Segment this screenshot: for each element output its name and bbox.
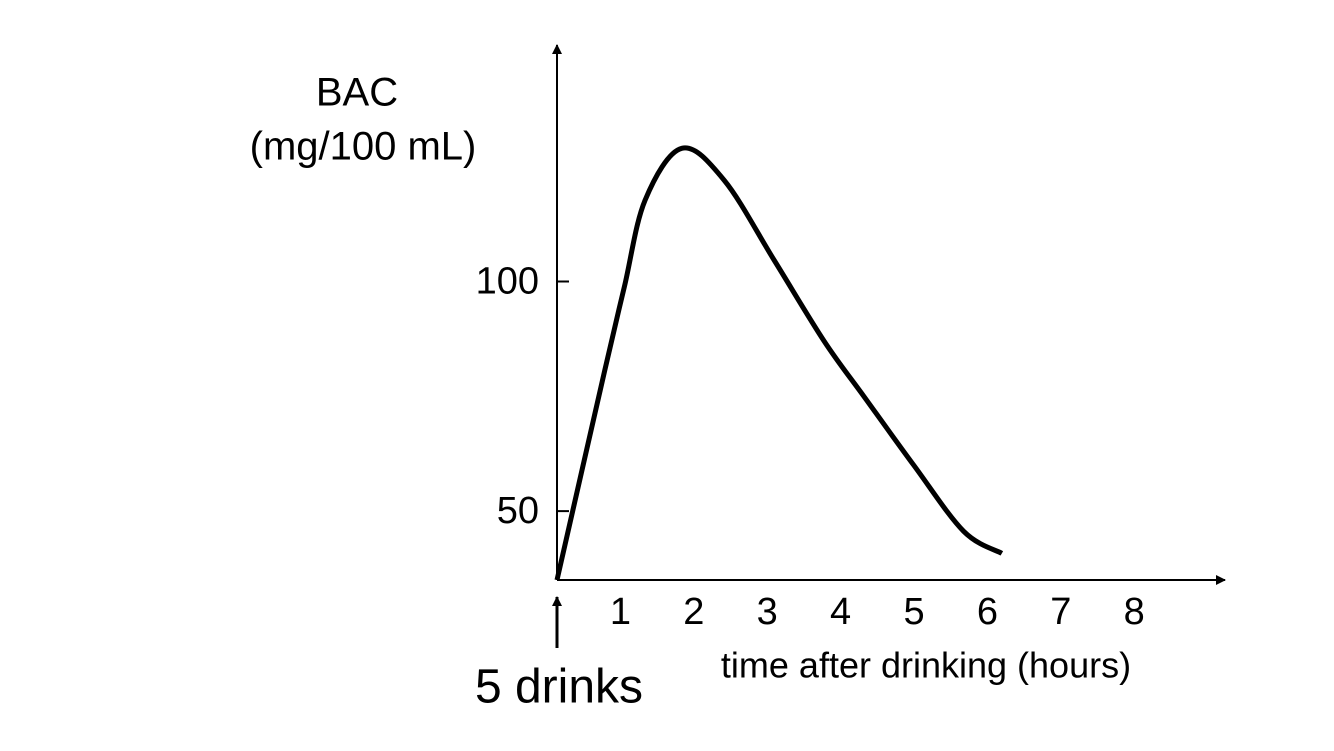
x-tick-label: 7 [1050,591,1071,633]
y-tick-label: 100 [476,261,539,303]
line [554,145,1004,581]
annotation: 5 drinks [475,661,643,714]
x-tick-label: 4 [830,591,851,633]
y-axis-label: (mg/100 mL) [250,125,477,169]
x-tick-label: 1 [610,591,631,633]
x-tick-label: 8 [1124,591,1145,633]
x-tick-label: 6 [977,591,998,633]
x-tick-label: 3 [757,591,778,633]
x-tick-label: 2 [683,591,704,633]
x-tick-label: 5 [903,591,924,633]
y-tick-label: 50 [497,490,539,532]
x-axis-label: time after drinking (hours) [721,645,1131,686]
y-axis-label: BAC [316,71,398,115]
